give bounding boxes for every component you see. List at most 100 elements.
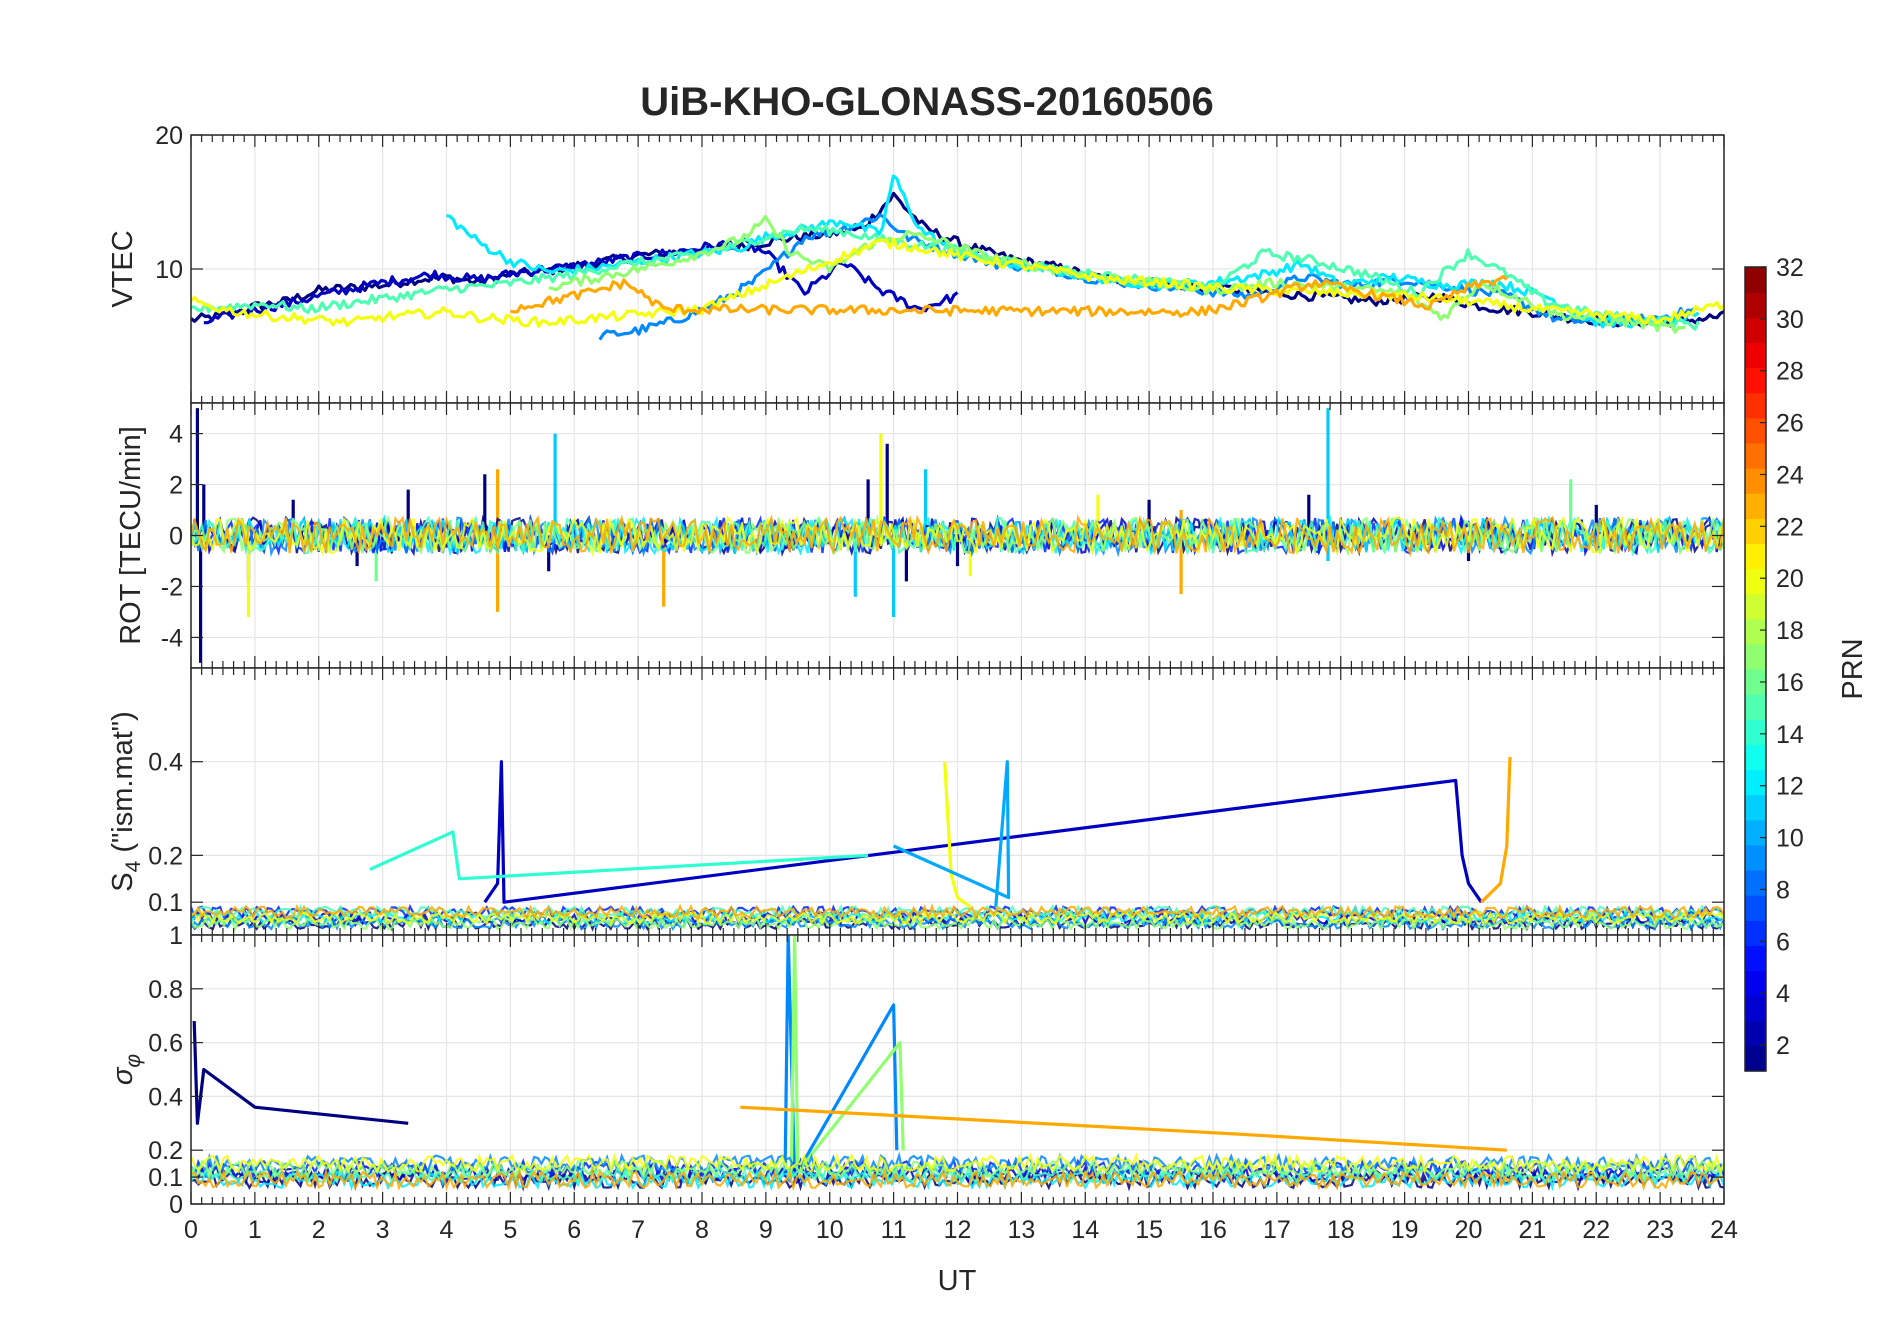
y-tick-label: 0.2 (148, 842, 183, 870)
colorbar-tick-label: 26 (1776, 410, 1804, 438)
y-tick-label: 0.2 (148, 1137, 183, 1165)
colorbar-segment (1745, 342, 1766, 369)
y-axis-label: VTEC (107, 230, 139, 307)
x-tick-label: 11 (881, 1216, 907, 1244)
colorbar-segment (1745, 392, 1766, 419)
panel-vtec: 10 20 VTEC (107, 122, 1725, 404)
colorbar-segment (1745, 442, 1766, 469)
series-prn-20 (943, 761, 972, 909)
colorbar-segment (1745, 945, 1766, 972)
y-tick-label: 0.1 (148, 1164, 183, 1192)
colorbar-segment (1745, 543, 1766, 570)
colorbar-tick-label: 4 (1776, 980, 1790, 1008)
colorbar-tick-label: 18 (1776, 617, 1804, 645)
colorbar-segment (1745, 1045, 1766, 1072)
y-tick-label: -2 (161, 573, 183, 601)
colorbar-segment (1745, 895, 1766, 921)
colorbar-segment (1745, 493, 1766, 519)
y-tick-label: 0.6 (148, 1030, 183, 1058)
y-axis-label: S4 ("ism.mat") (107, 711, 145, 892)
series-prn-23 (510, 274, 1508, 318)
series-prn-14 (369, 830, 869, 881)
colorbar-segment (1745, 995, 1766, 1022)
colorbar-segment (1745, 794, 1766, 821)
colorbar-segment (1745, 267, 1766, 293)
colorbar-tick-label: 20 (1776, 565, 1804, 593)
noise-prn-23 (191, 903, 1724, 921)
y-tick-label: 0.4 (148, 1083, 183, 1111)
colorbar-tick-label: 10 (1776, 825, 1804, 853)
series-prn-3 (483, 760, 1483, 904)
x-tick-label: 7 (631, 1216, 645, 1244)
colorbar-frame (1744, 266, 1767, 1072)
series-prn-11 (553, 408, 1330, 617)
colorbar-segment (1745, 669, 1766, 695)
colorbar-segment (1745, 593, 1766, 620)
y-tick-label: 4 (169, 421, 183, 449)
colorbar-segment (1745, 292, 1766, 318)
series-prn-10 (892, 760, 1011, 908)
y-tick-label: 1 (169, 922, 183, 950)
y-tick-label: 0.4 (148, 749, 183, 777)
colorbar-label: PRN (1837, 638, 1869, 699)
colorbar-tick-label: 22 (1776, 513, 1804, 541)
y-tick-label: 0.1 (148, 889, 183, 917)
colorbar-tick-label: 32 (1776, 254, 1804, 282)
x-tick-label: 8 (695, 1216, 709, 1244)
x-tick-label: 0 (184, 1216, 198, 1244)
x-tick-label: 13 (1007, 1216, 1035, 1244)
y-axis-label: σφ (107, 1054, 145, 1086)
x-tick-label: 22 (1582, 1216, 1610, 1244)
colorbar-tick-label: 16 (1776, 669, 1804, 697)
y-tick-label: 10 (155, 256, 183, 284)
colorbar-segment (1745, 819, 1766, 846)
colorbar-segment (1745, 417, 1766, 444)
series-group (191, 408, 1724, 663)
colorbar-segment (1745, 870, 1766, 896)
series-prn-23 (1480, 756, 1512, 904)
colorbar-tick-label: 30 (1776, 306, 1804, 334)
colorbar-segment (1745, 844, 1766, 871)
colorbar-segment (1745, 468, 1766, 494)
colorbar-segment (1745, 920, 1766, 946)
series-prn-12 (446, 174, 1700, 329)
colorbar-tick-label: 28 (1776, 358, 1804, 386)
noise-prn-20 (191, 515, 1724, 557)
colorbar-segment (1745, 719, 1766, 745)
colorbar-tick-label: 14 (1776, 721, 1804, 749)
x-tick-label: 5 (503, 1216, 517, 1244)
colorbar-segment (1745, 1020, 1766, 1047)
y-tick-label: 0.8 (148, 976, 183, 1004)
x-tick-label: 19 (1391, 1216, 1419, 1244)
series-group (191, 174, 1724, 341)
x-tick-label: 23 (1646, 1216, 1674, 1244)
colorbar-segment (1745, 518, 1766, 544)
series-group (191, 935, 1724, 1192)
noise-prn-20 (191, 909, 1724, 926)
series-prn-20 (191, 237, 1724, 328)
x-tick-label: 20 (1455, 1216, 1483, 1244)
series-prn-23 (740, 1105, 1507, 1152)
colorbar-segment (1745, 769, 1766, 796)
x-tick-label: 21 (1518, 1216, 1546, 1244)
x-tick-label: 12 (944, 1216, 972, 1244)
colorbar-segment (1745, 618, 1766, 645)
x-tick-label: 18 (1327, 1216, 1355, 1244)
colorbar-segment (1745, 694, 1766, 720)
colorbar-tick-label: 6 (1776, 928, 1790, 956)
colorbar-segment (1745, 367, 1766, 394)
panel-s4: 0.1 0.2 0.4S4 ("ism.mat") (107, 667, 1725, 936)
x-tick-label: 3 (376, 1216, 390, 1244)
series-prn-1 (192, 1021, 409, 1125)
colorbar-tick-label: 12 (1776, 773, 1804, 801)
colorbar-tick-label: 8 (1776, 876, 1790, 904)
series-prn-15 (191, 223, 1700, 331)
y-tick-label: 2 (169, 472, 183, 500)
noise-prn-17 (191, 514, 1724, 557)
series-prn-20 (246, 433, 1100, 617)
y-tick-label: -4 (161, 624, 183, 652)
x-tick-label: 6 (567, 1216, 581, 1244)
